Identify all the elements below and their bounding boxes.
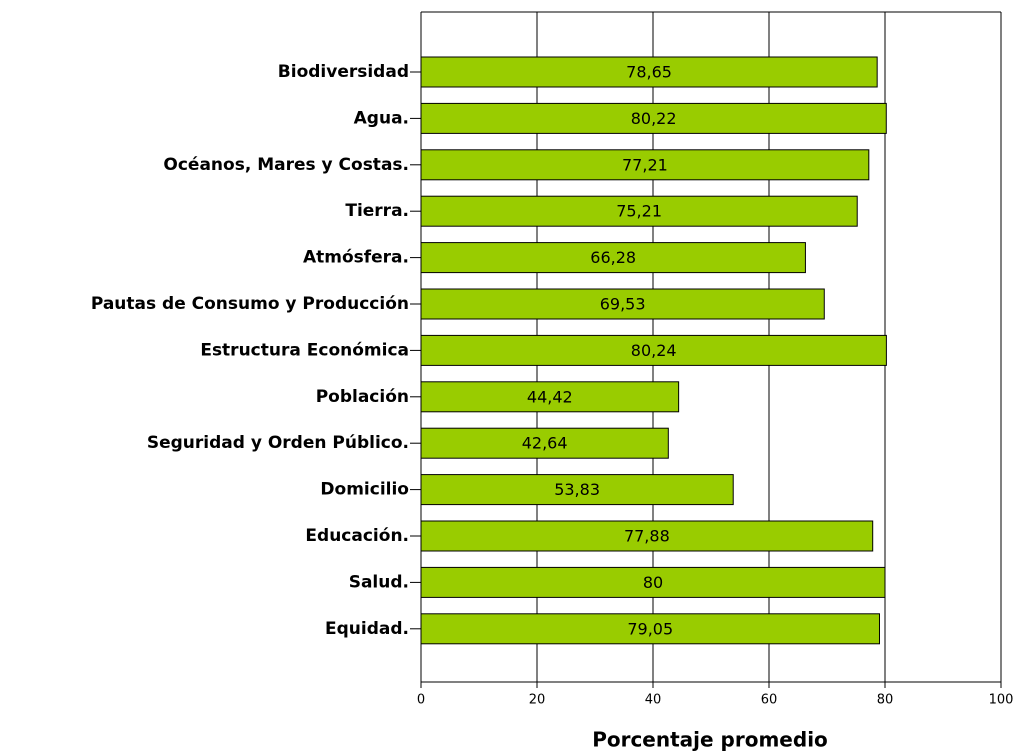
y-tick-label: Salud. (349, 572, 409, 592)
bar (420, 288, 825, 320)
bar (420, 566, 886, 598)
value-label: 80 (643, 573, 663, 592)
value-label: 44,42 (527, 387, 573, 406)
x-tick-label: 40 (645, 693, 662, 708)
x-axis-title: Porcentaje promedio (592, 728, 828, 752)
value-label: 80,22 (631, 109, 677, 128)
bar (420, 474, 734, 506)
bar (420, 381, 680, 413)
bar (420, 195, 858, 227)
y-tick-label: Océanos, Mares y Costas. (163, 155, 409, 175)
y-tick-label: Pautas de Consumo y Producción (91, 294, 409, 314)
y-tick-label: Equidad. (325, 619, 409, 639)
bar (420, 242, 806, 274)
value-label: 79,05 (627, 619, 673, 638)
bar (420, 102, 887, 134)
x-tick-label: 60 (761, 693, 778, 708)
value-label: 42,64 (522, 434, 568, 453)
bar (420, 520, 874, 552)
value-label: 77,21 (622, 155, 668, 174)
value-label: 77,88 (624, 527, 670, 546)
x-tick-label: 80 (877, 693, 894, 708)
bar (420, 56, 878, 88)
y-tick-label: Agua. (354, 108, 409, 128)
bar (420, 334, 887, 366)
y-tick-label: Atmósfera. (303, 248, 409, 268)
x-tick-label: 20 (529, 693, 546, 708)
value-label: 80,24 (631, 341, 677, 360)
y-tick-label: Educación. (305, 526, 409, 546)
y-tick-label: Seguridad y Orden Público. (147, 433, 409, 453)
value-label: 53,83 (554, 480, 600, 499)
x-tick-label: 0 (417, 693, 425, 708)
y-tick-label: Biodiversidad (278, 62, 409, 82)
value-label: 69,53 (600, 295, 646, 314)
y-tick-label: Estructura Económica (200, 340, 409, 360)
y-tick-label: Tierra. (345, 201, 409, 221)
bar (420, 149, 870, 181)
bar (420, 613, 880, 645)
bar (420, 427, 669, 459)
x-tick-label: 100 (989, 693, 1014, 708)
y-tick-label: Población (316, 387, 409, 407)
y-tick-label: Domicilio (320, 480, 409, 500)
value-label: 66,28 (590, 248, 636, 267)
value-label: 75,21 (616, 202, 662, 221)
value-label: 78,65 (626, 63, 672, 82)
